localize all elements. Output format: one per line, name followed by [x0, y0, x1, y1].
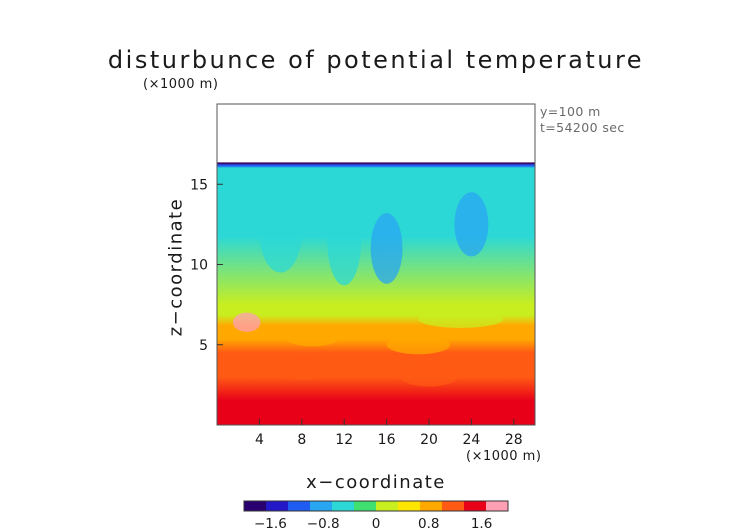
info-y-position: y=100 m [540, 104, 601, 119]
field-eddy [285, 330, 339, 347]
x-tick-label: 16 [378, 432, 396, 448]
x-axis-unit: (×1000 m) [466, 449, 542, 464]
x-tick-label: 4 [255, 432, 264, 448]
info-time: t=54200 sec [540, 120, 625, 135]
x-axis-label: x−coordinate [306, 472, 446, 493]
field-eddy [397, 360, 461, 387]
x-tick-label: 12 [335, 432, 353, 448]
y-tick-label: 10 [190, 258, 208, 274]
field-eddy [454, 192, 489, 257]
field-eddy [327, 195, 362, 286]
x-tick-label: 28 [505, 432, 523, 448]
colorbar-segment [310, 501, 333, 511]
colorbar-segment [398, 501, 421, 511]
field-eddy [259, 192, 302, 273]
colorbar-segment [376, 501, 399, 511]
colorbar-tick-label: 0.8 [418, 516, 439, 532]
field-eddy [370, 213, 403, 284]
colorbar-segment [464, 501, 487, 511]
x-tick-label: 8 [297, 432, 306, 448]
colorbar-segment [420, 501, 443, 511]
colorbar-tick-label: −0.8 [307, 516, 340, 532]
colorbar-tick-label: −1.6 [254, 516, 287, 532]
y-axis-unit: (×1000 m) [143, 77, 219, 92]
colorbar-segment [442, 501, 465, 511]
colorbar-segment [332, 501, 355, 511]
colorbar-segment [486, 501, 509, 511]
field-eddy [386, 335, 451, 355]
chart-title: disturbunce of potential temperature [107, 46, 645, 74]
y-tick-label: 5 [199, 338, 208, 354]
colorbar-tick-label: 1.6 [471, 516, 492, 532]
y-tick-label: 15 [190, 177, 208, 193]
colorbar-segment [266, 501, 289, 511]
colorbar-segment [354, 501, 377, 511]
colorbar-segment [288, 501, 311, 511]
field-eddy [275, 357, 329, 381]
temperature-field [217, 163, 535, 425]
colorbar-tick-label: 0 [372, 516, 381, 532]
field-eddy [232, 312, 261, 332]
x-tick-label: 24 [462, 432, 480, 448]
colorbar-segment [244, 501, 267, 511]
x-tick-label: 20 [420, 432, 438, 448]
colorbar-frame [243, 500, 509, 512]
field-eddy [418, 310, 504, 328]
